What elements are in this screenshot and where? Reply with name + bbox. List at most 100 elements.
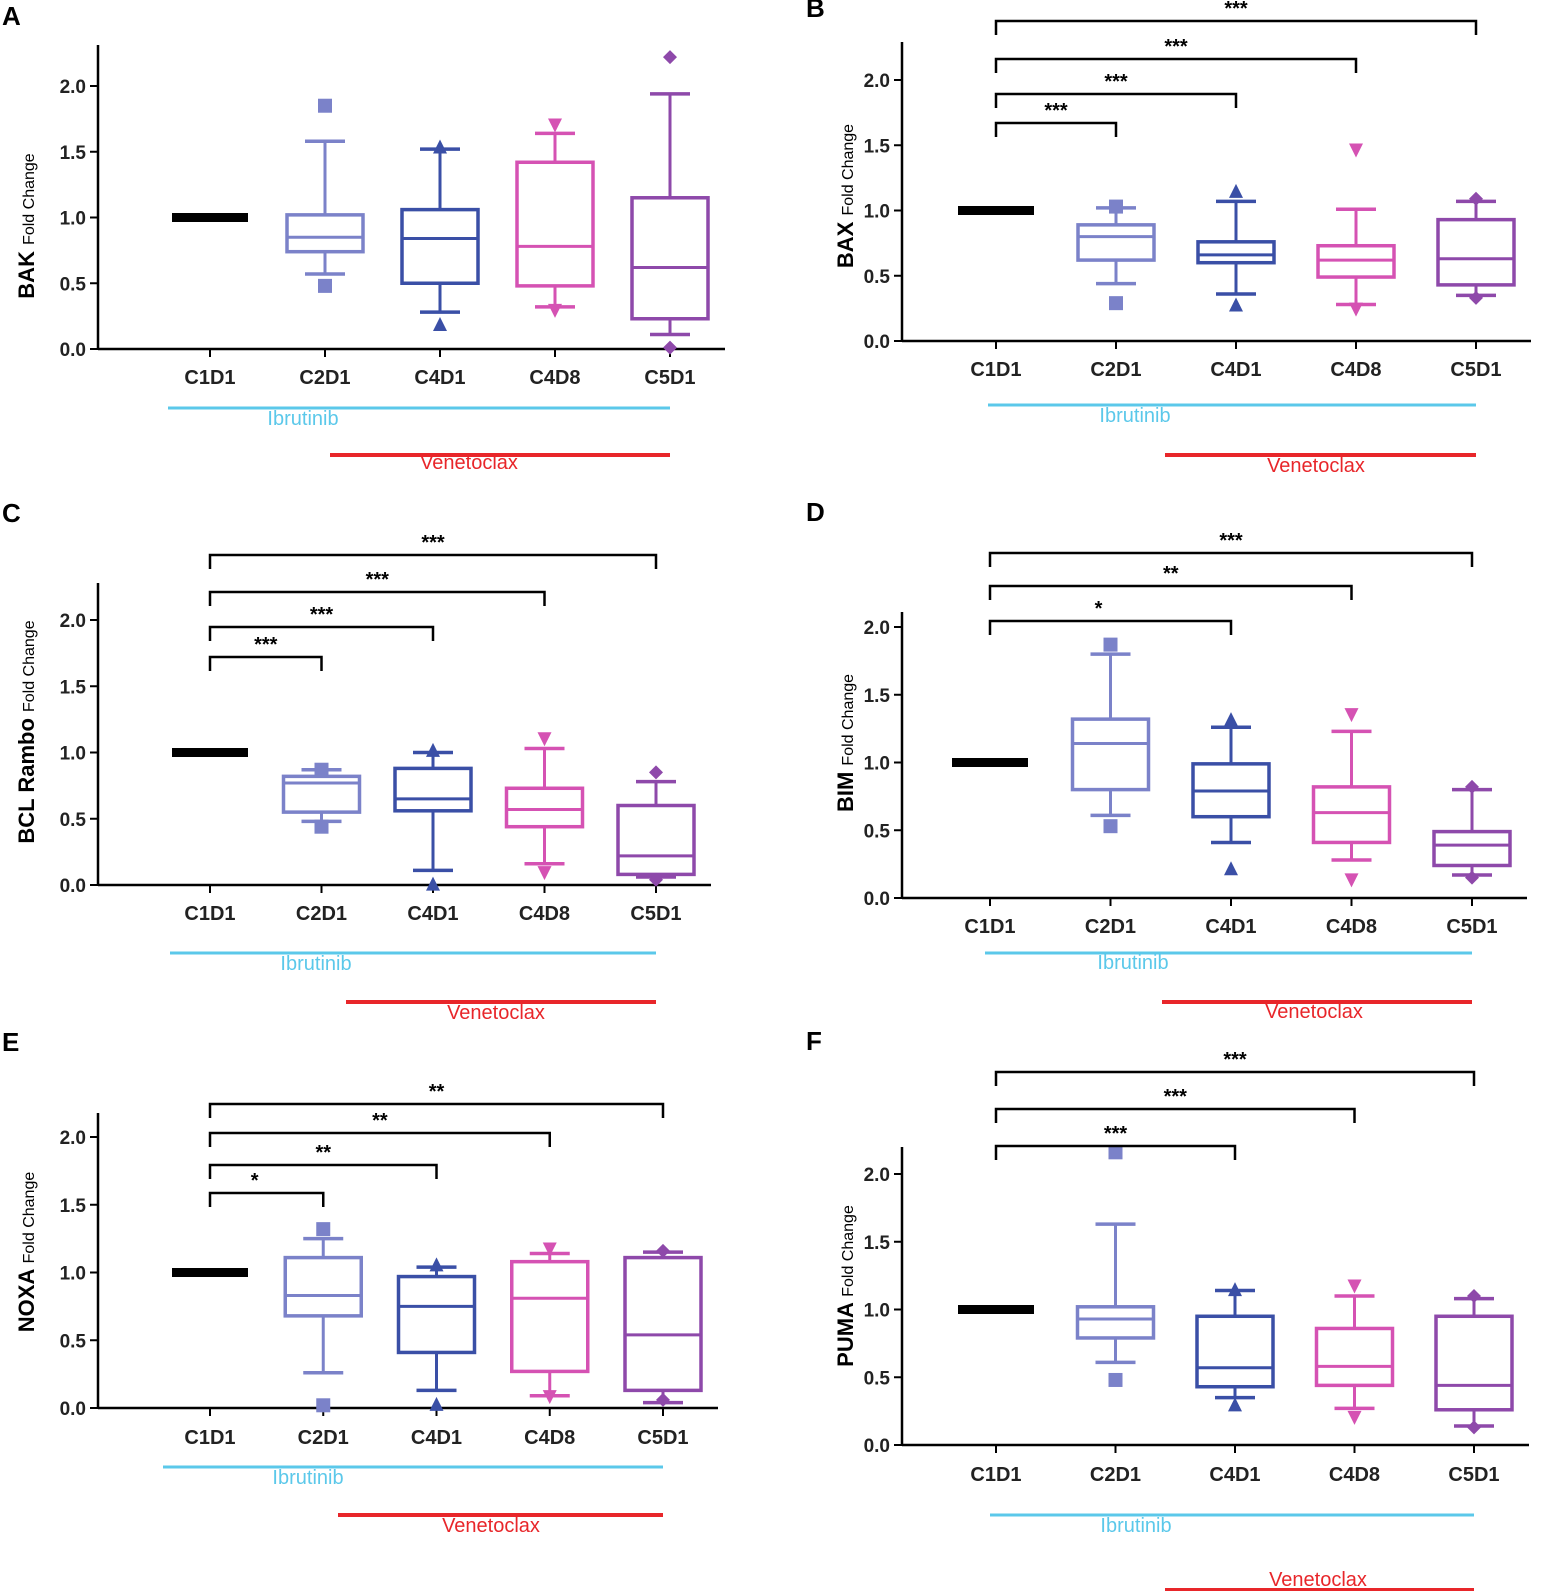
- outlier-marker: [433, 317, 447, 332]
- outlier-marker: [1229, 297, 1243, 312]
- y-axis-gene: BAX: [833, 216, 858, 269]
- box-c5d1: [1434, 1288, 1514, 1435]
- outlier-marker: [1229, 183, 1243, 198]
- box-c4d8: [1316, 143, 1396, 317]
- bracket-line: [994, 121, 1118, 137]
- bracket-line: [988, 619, 1233, 635]
- x-tick-label: C1D1: [184, 1427, 235, 1449]
- box-iqr: [393, 766, 473, 813]
- box-c5d1: [630, 50, 710, 355]
- significance-label: ***: [1164, 36, 1188, 58]
- x-tick-label: C4D8: [519, 903, 570, 925]
- x-tick-label: C2D1: [298, 1427, 349, 1449]
- y-tick-label: 1.5: [60, 677, 87, 698]
- outlier-marker: [1467, 1420, 1481, 1435]
- significance-bracket: ***: [208, 604, 435, 641]
- box-c4d8: [504, 732, 585, 881]
- y-tick-label: 0.5: [864, 821, 891, 842]
- outlier-marker: [537, 732, 552, 747]
- y-tick-label: 0.5: [60, 1331, 87, 1352]
- x-tick-label: C1D1: [970, 359, 1021, 381]
- y-tick-label: 0.0: [864, 332, 890, 353]
- y-tick-label: 1.0: [60, 744, 86, 765]
- y-axis-gene: BAK: [14, 245, 39, 299]
- significance-label: ***: [1104, 1123, 1128, 1145]
- significance-label: **: [372, 1110, 388, 1132]
- panel-d: D 0.0 0.5 1.0 1.5 2.0 BIM Fold Change C1D1 C2D1 C…: [806, 497, 1527, 1023]
- x-tick-label: C4D1: [414, 367, 465, 389]
- y-axis-suffix: Fold Change: [840, 1205, 857, 1297]
- y-tick-label: 1.0: [864, 754, 890, 775]
- y-tick-label: 1.5: [60, 143, 87, 164]
- box-c4d1: [1191, 712, 1271, 876]
- panel-label: C: [2, 498, 21, 528]
- outlier-marker: [426, 876, 440, 891]
- significance-label: ***: [421, 532, 445, 554]
- box-iqr: [285, 213, 365, 254]
- significance-bracket: ***: [994, 0, 1478, 35]
- y-tick-label: 1.0: [60, 1264, 86, 1285]
- x-tick-label: C4D8: [1330, 359, 1381, 381]
- box-c2d1: [1070, 637, 1151, 834]
- bracket-line: [994, 57, 1358, 73]
- y-tick-label: 0.5: [60, 810, 87, 831]
- outlier-marker: [1228, 1397, 1242, 1412]
- y-axis-title: BIM Fold Change: [833, 674, 858, 812]
- bracket-line: [208, 1102, 665, 1118]
- panel-label: A: [2, 1, 21, 31]
- x-tick-label: C4D8: [524, 1427, 575, 1449]
- x-tick-label: C2D1: [296, 903, 347, 925]
- significance-bracket: ***: [994, 100, 1118, 137]
- outlier-marker: [318, 98, 332, 113]
- venetoclax-label: Venetoclax: [447, 1002, 545, 1024]
- outlier-marker: [1347, 1410, 1362, 1425]
- box-iqr: [630, 196, 710, 321]
- significance-label: ***: [1164, 1086, 1188, 1108]
- box-iqr: [1432, 829, 1512, 868]
- box-c4d1: [396, 1257, 477, 1411]
- box-c5d1: [1432, 779, 1512, 885]
- y-axis-suffix: Fold Change: [21, 153, 38, 245]
- box-iqr: [1070, 717, 1151, 792]
- bracket-line: [208, 655, 323, 671]
- box-iqr: [616, 803, 696, 877]
- significance-bracket: **: [988, 563, 1353, 600]
- venetoclax-label: Venetoclax: [420, 452, 518, 474]
- box-c4d1: [1195, 1282, 1275, 1412]
- box-iqr: [1076, 223, 1156, 262]
- outlier-marker: [1103, 637, 1118, 652]
- box-c2d1: [1075, 1145, 1156, 1387]
- outlier-marker: [314, 762, 329, 777]
- bracket-line: [994, 1144, 1237, 1160]
- y-tick-label: 2.0: [864, 71, 890, 92]
- box-c4d8: [1314, 1279, 1395, 1425]
- y-tick-label: 0.5: [864, 267, 891, 288]
- outlier-marker: [1344, 708, 1359, 723]
- ibrutinib-label: Ibrutinib: [280, 953, 351, 975]
- y-axis-title: BAK Fold Change: [14, 153, 39, 299]
- x-tick-label: C1D1: [964, 916, 1015, 938]
- bracket-line: [988, 584, 1353, 600]
- panel-label: F: [806, 1026, 822, 1056]
- significance-bracket: **: [208, 1110, 551, 1147]
- box-c4d8: [515, 118, 595, 318]
- significance-bracket: *: [988, 598, 1233, 635]
- x-tick-label: C5D1: [637, 1427, 688, 1449]
- box-c2d1: [283, 1222, 363, 1413]
- box-c4d1: [1196, 183, 1276, 312]
- box-iqr: [504, 786, 585, 829]
- box-c5d1: [1436, 191, 1516, 305]
- outlier-marker: [1347, 1279, 1362, 1294]
- ibrutinib-label: Ibrutinib: [1099, 405, 1170, 427]
- x-tick-label: C5D1: [1446, 916, 1497, 938]
- significance-label: *: [1095, 598, 1103, 620]
- box-iqr: [283, 1255, 363, 1318]
- box-iqr: [515, 160, 595, 288]
- outlier-marker: [1109, 296, 1123, 311]
- x-tick-label: C4D8: [529, 367, 580, 389]
- significance-bracket: *: [208, 1170, 325, 1207]
- x-tick-label: C1D1: [184, 903, 235, 925]
- y-tick-label: 1.5: [864, 686, 891, 707]
- panel-c: C 0.0 0.5 1.0 1.5 2.0 BCL Rambo Fold Change C1D…: [2, 498, 711, 1024]
- outlier-marker: [433, 139, 447, 154]
